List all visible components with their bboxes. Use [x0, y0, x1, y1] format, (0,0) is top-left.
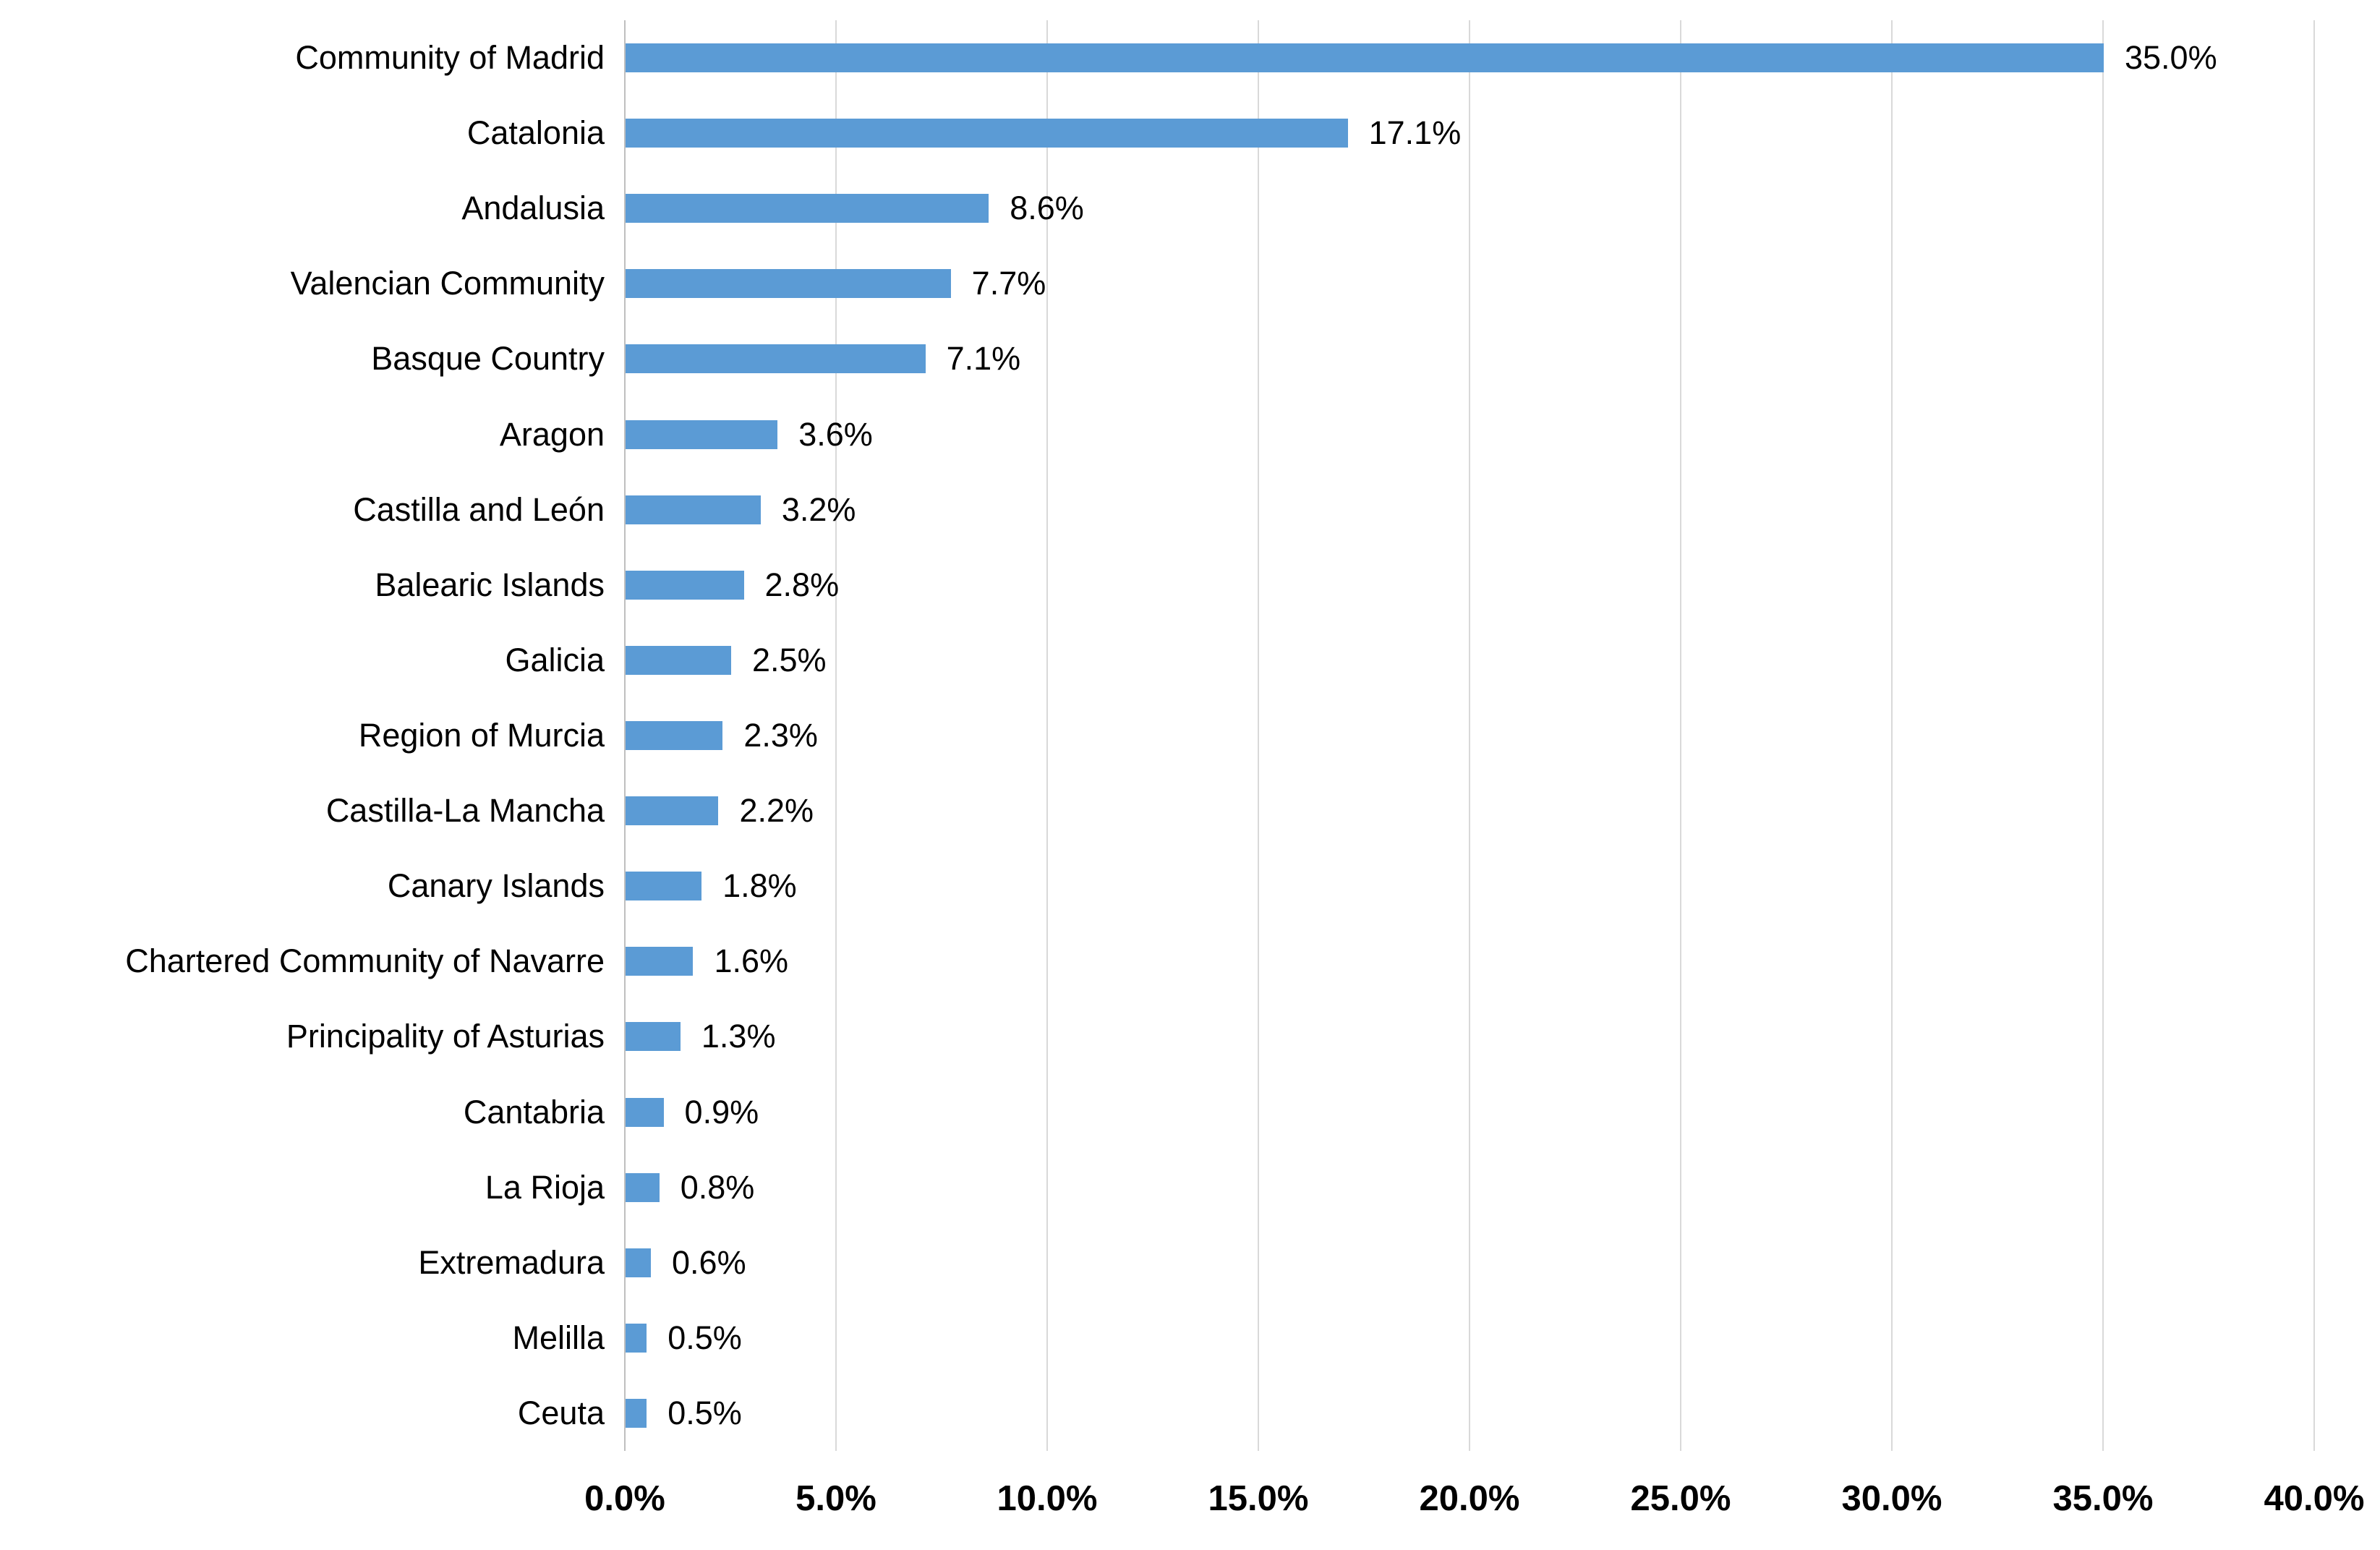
category-label: Aragon: [499, 415, 605, 453]
value-label: 0.6%: [672, 1243, 746, 1281]
bar: [626, 1398, 647, 1428]
value-label: 8.6%: [1010, 190, 1084, 227]
bar: [626, 1172, 660, 1202]
category-label: Catalonia: [466, 114, 605, 152]
x-gridline: [2313, 20, 2315, 1451]
value-label: 3.2%: [781, 490, 856, 528]
x-gridline: [2102, 20, 2104, 1451]
value-label: 7.1%: [946, 340, 1021, 378]
category-label: Canary Islands: [387, 867, 605, 905]
x-tick-label: 10.0%: [997, 1479, 1098, 1518]
value-label: 1.6%: [714, 942, 789, 980]
value-label: 2.8%: [764, 566, 840, 603]
value-label: 0.5%: [667, 1394, 742, 1431]
value-label: 0.5%: [667, 1319, 742, 1356]
x-tick-label: 5.0%: [796, 1479, 876, 1518]
bar: [626, 420, 778, 449]
category-label: Melilla: [512, 1319, 605, 1356]
bar: [626, 872, 702, 901]
category-label: Extremadura: [418, 1243, 605, 1281]
y-axis-line: [624, 20, 626, 1451]
value-label: 2.2%: [739, 792, 814, 830]
x-gridline: [1046, 20, 1048, 1451]
bar: [626, 43, 2104, 73]
category-label: Balearic Islands: [375, 566, 605, 603]
value-label: 0.8%: [680, 1168, 755, 1206]
bar: [626, 495, 761, 524]
category-label: Castilla and León: [353, 490, 605, 528]
x-gridline: [835, 20, 837, 1451]
category-label: Galicia: [505, 641, 605, 678]
category-label: Castilla-La Mancha: [325, 792, 605, 830]
category-label: Ceuta: [517, 1394, 605, 1431]
value-label: 35.0%: [2125, 39, 2217, 77]
bar: [626, 194, 989, 223]
value-label: 7.7%: [971, 265, 1046, 302]
x-tick-label: 15.0%: [1208, 1479, 1309, 1518]
category-label: Basque Country: [371, 340, 605, 378]
bar: [626, 1323, 647, 1353]
x-tick-label: 0.0%: [584, 1479, 665, 1518]
x-gridline: [1469, 20, 1470, 1451]
value-label: 17.1%: [1368, 114, 1462, 152]
category-label: Chartered Community of Navarre: [125, 942, 605, 980]
category-label: Valencian Community: [290, 265, 605, 302]
category-label: La Rioja: [485, 1168, 605, 1206]
value-label: 1.3%: [701, 1018, 776, 1055]
bar: [626, 1022, 681, 1052]
bar: [626, 645, 731, 675]
bar: [626, 796, 719, 826]
bar: [626, 269, 951, 299]
x-tick-label: 25.0%: [1630, 1479, 1731, 1518]
bar: [626, 1097, 664, 1127]
x-tick-label: 20.0%: [1419, 1479, 1520, 1518]
category-label: Community of Madrid: [295, 39, 605, 77]
x-tick-label: 35.0%: [2052, 1479, 2154, 1518]
value-label: 1.8%: [722, 867, 797, 905]
bar: [626, 1248, 652, 1277]
category-label: Principality of Asturias: [286, 1018, 605, 1055]
category-label: Andalusia: [461, 190, 605, 227]
category-label: Cantabria: [463, 1093, 605, 1130]
x-gridline: [1258, 20, 1259, 1451]
category-label: Region of Murcia: [358, 717, 605, 754]
value-label: 0.9%: [684, 1093, 759, 1130]
bar: [626, 344, 926, 374]
x-gridline: [1680, 20, 1681, 1451]
bar: [626, 119, 1348, 148]
bar: [626, 721, 723, 750]
x-tick-label: 40.0%: [2264, 1479, 2365, 1518]
x-tick-label: 30.0%: [1841, 1479, 1942, 1518]
x-gridline: [1891, 20, 1893, 1451]
value-label: 3.6%: [798, 415, 873, 453]
value-label: 2.5%: [752, 641, 827, 678]
bar: [626, 947, 694, 976]
bar: [626, 570, 744, 600]
value-label: 2.3%: [743, 717, 818, 754]
